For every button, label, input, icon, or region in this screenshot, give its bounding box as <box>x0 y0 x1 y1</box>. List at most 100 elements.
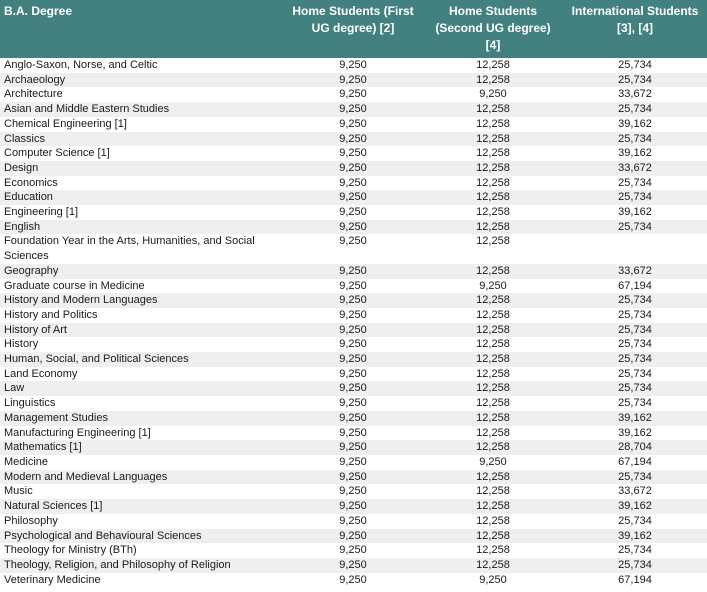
fee-value-cell: 25,734 <box>618 294 652 307</box>
fee-value-cell: 12,258 <box>476 485 510 498</box>
degree-cell: History <box>4 338 39 351</box>
degree-cell: Education <box>4 191 53 204</box>
fee-value-cell: 9,250 <box>339 426 367 439</box>
fee-value-cell: 12,258 <box>476 161 510 174</box>
fee-value-cell: 25,734 <box>618 73 652 86</box>
degree-cell: Design <box>4 161 39 174</box>
table-row: Computer Science [1] 9,250 12,258 39,162 <box>0 146 707 161</box>
degree-cell: History and Politics <box>4 308 98 321</box>
fee-value-cell: 9,250 <box>339 147 367 160</box>
table-row: Psychological and Behavioural Sciences 9,… <box>0 528 707 544</box>
column-header-degree: B.A. Degree <box>0 0 283 58</box>
fee-value-cell: 12,258 <box>476 441 510 454</box>
degree-cell: Economics <box>4 176 58 189</box>
fee-value-cell: 9,250 <box>339 323 367 336</box>
table-row: History 9,250 12,258 25,734 <box>0 337 707 353</box>
fee-value-cell: 12,258 <box>476 323 510 336</box>
fee-value-cell: 33,672 <box>618 264 652 277</box>
fee-value-cell: 9,250 <box>339 514 367 527</box>
fee-value-cell: 28,704 <box>618 441 652 454</box>
degree-cell: Law <box>4 382 25 395</box>
fee-value-cell: 12,258 <box>476 500 510 513</box>
fee-value-cell: 9,250 <box>479 573 507 586</box>
fee-value-cell: 9,250 <box>339 411 367 424</box>
degree-cell: English <box>4 220 41 233</box>
fee-value-cell: 9,250 <box>339 117 367 130</box>
fee-value-cell: 25,734 <box>618 103 652 116</box>
column-header-home-second-ug: Home Students (Second UG degree) [4] <box>423 0 563 58</box>
degree-cell: Anglo-Saxon, Norse, and Celtic <box>4 59 158 71</box>
table-row: Chemical Engineering [1] 9,250 12,258 39,16… <box>0 116 707 132</box>
table-row: Geography 9,250 12,258 33,672 <box>0 263 707 279</box>
fee-value-cell: 9,250 <box>339 294 367 307</box>
table-body: Anglo-Saxon, Norse, and Celtic 9,250 12,25… <box>0 58 707 588</box>
fee-value-cell: 12,258 <box>476 397 510 410</box>
fee-value-cell: 9,250 <box>339 573 367 586</box>
table-row: Graduate course in Medicine 9,250 9,250 67,… <box>0 278 707 294</box>
fee-value-cell: 9,250 <box>339 59 367 71</box>
fee-value-cell: 9,250 <box>339 279 367 292</box>
fee-value-cell: 9,250 <box>339 367 367 380</box>
fee-value-cell: 25,734 <box>618 558 652 571</box>
fee-value-cell: 12,258 <box>476 132 510 145</box>
fee-value-cell <box>563 234 707 263</box>
degree-cell: Classics <box>4 132 45 145</box>
fee-value-cell: 12,258 <box>476 176 510 189</box>
fee-value-cell: 9,250 <box>339 308 367 321</box>
fee-value-cell: 9,250 <box>339 353 367 366</box>
degree-cell: History and Modern Languages <box>4 294 158 307</box>
table-row: Anglo-Saxon, Norse, and Celtic 9,250 12,25… <box>0 58 707 73</box>
table-row: Modern and Medieval Languages 9,250 12,258… <box>0 469 707 485</box>
fee-value-cell: 9,250 <box>339 382 367 395</box>
fee-value-cell: 9,250 <box>339 264 367 277</box>
table-row: Classics 9,250 12,258 25,734 <box>0 131 707 147</box>
fee-value-cell: 9,250 <box>339 529 367 542</box>
fee-value-cell: 12,258 <box>476 191 510 204</box>
degree-cell: Architecture <box>4 88 63 101</box>
table-row: English 9,250 12,258 25,734 <box>0 219 707 235</box>
fee-value-cell: 12,258 <box>476 470 510 483</box>
degree-cell: Medicine <box>4 455 49 468</box>
table-row: Architecture 9,250 9,250 33,672 <box>0 87 707 103</box>
degree-cell: Management Studies <box>4 411 108 424</box>
fee-value-cell: 12,258 <box>476 544 510 557</box>
degree-cell: Mathematics [1] <box>4 441 82 454</box>
fee-value-cell: 9,250 <box>339 455 367 468</box>
table-row: History and Politics 9,250 12,258 25,734 <box>0 307 707 323</box>
fee-value-cell: 12,258 <box>476 558 510 571</box>
fee-value-cell: 25,734 <box>618 382 652 395</box>
header-row: B.A. Degree Home Students (First UG degr… <box>0 0 707 58</box>
fee-value-cell: 12,258 <box>476 103 510 116</box>
fee-value-cell: 9,250 <box>339 397 367 410</box>
fee-value-cell: 9,250 <box>339 103 367 116</box>
column-header-home-first-ug: Home Students (First UG degree) [2] <box>283 0 423 58</box>
fee-value-cell: 12,258 <box>476 353 510 366</box>
fee-value-cell: 9,250 <box>339 220 367 233</box>
degree-cell: Foundation Year in the Arts, Humanities,… <box>4 235 255 263</box>
fee-value-cell: 39,162 <box>618 206 652 219</box>
table-row: Veterinary Medicine 9,250 9,250 67,194 <box>0 572 707 588</box>
table-row: Land Economy 9,250 12,258 25,734 <box>0 366 707 382</box>
fee-value-cell: 12,258 <box>476 264 510 277</box>
fee-value-cell: 25,734 <box>618 308 652 321</box>
table-row: Asian and Middle Eastern Studies 9,250 12,… <box>0 102 707 117</box>
table-row: History of Art 9,250 12,258 25,734 <box>0 322 707 338</box>
degree-cell: Psychological and Behavioural Sciences <box>4 529 202 542</box>
degree-cell: Engineering [1] <box>4 206 78 219</box>
table-row: Theology for Ministry (BTh) 9,250 12,258 25… <box>0 543 707 558</box>
fee-value-cell: 12,258 <box>476 235 510 248</box>
degree-cell: Modern and Medieval Languages <box>4 470 168 483</box>
fee-value-cell: 25,734 <box>618 59 652 71</box>
degree-cell: Manufacturing Engineering [1] <box>4 426 151 439</box>
table-row: Human, Social, and Political Sciences 9,2… <box>0 352 707 367</box>
fee-value-cell: 12,258 <box>476 220 510 233</box>
degree-cell: Geography <box>4 264 59 277</box>
fee-value-cell: 12,258 <box>476 147 510 160</box>
fee-value-cell: 9,250 <box>339 176 367 189</box>
degree-cell: Graduate course in Medicine <box>4 279 145 292</box>
fee-value-cell: 39,162 <box>618 411 652 424</box>
fee-value-cell: 12,258 <box>476 308 510 321</box>
fee-value-cell: 12,258 <box>476 294 510 307</box>
fee-value-cell: 25,734 <box>618 132 652 145</box>
fee-value-cell: 9,250 <box>339 88 367 101</box>
